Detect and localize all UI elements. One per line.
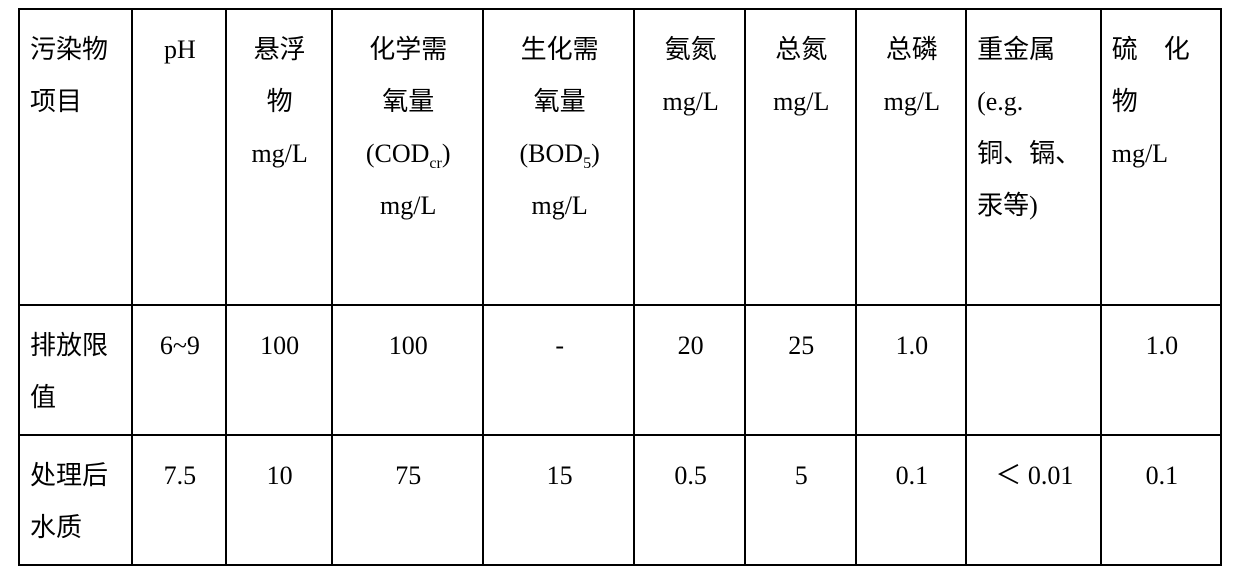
cell-value: 7.5 <box>132 435 226 565</box>
header-text: mg/L <box>756 76 847 128</box>
header-text: 生化需 <box>494 24 625 76</box>
cell-value: 25 <box>745 305 856 435</box>
cell-value: 1.0 <box>1101 305 1221 435</box>
header-sulfide: 硫 化 物 mg/L <box>1101 9 1221 305</box>
cell-value <box>966 305 1101 435</box>
cell-value: 100 <box>226 305 332 435</box>
header-text: mg/L <box>343 180 474 232</box>
header-text: pH <box>143 24 217 76</box>
header-ammonia-nitrogen: 氨氮 mg/L <box>634 9 745 305</box>
cell-value: 0.1 <box>856 435 967 565</box>
header-text: 污染物 <box>30 24 123 76</box>
header-text: 汞等) <box>977 180 1092 232</box>
header-text: (CODcr) <box>343 128 474 180</box>
header-text: mg/L <box>237 128 323 180</box>
cell-value: 1.0 <box>856 305 967 435</box>
header-text: mg/L <box>645 76 736 128</box>
header-heavy-metals: 重金属 (e.g. 铜、镉、 汞等) <box>966 9 1101 305</box>
cell-text: 值 <box>30 372 123 424</box>
cell-value: 0.1 <box>1101 435 1221 565</box>
header-text: mg/L <box>494 180 625 232</box>
header-text: 铜、镉、 <box>977 128 1092 180</box>
header-text: 总磷 <box>867 24 958 76</box>
cell-value: 15 <box>483 435 634 565</box>
row-label: 处理后 水质 <box>19 435 132 565</box>
header-cod: 化学需 氧量 (CODcr) mg/L <box>332 9 483 305</box>
cell-value: 100 <box>332 305 483 435</box>
header-text: mg/L <box>867 76 958 128</box>
header-text: 重金属 <box>977 24 1092 76</box>
header-pollutant-item: 污染物 项目 <box>19 9 132 305</box>
header-text: (e.g. <box>977 76 1092 128</box>
header-text: 项目 <box>30 76 123 128</box>
header-text: 氨氮 <box>645 24 736 76</box>
cell-value: 20 <box>634 305 745 435</box>
cell-value: ＜ 0.01 <box>966 435 1101 565</box>
header-text: (BOD5) <box>494 128 625 180</box>
table-header-row: 污染物 项目 pH 悬浮 物 mg/L 化学需 氧量 (CODcr) mg/L … <box>19 9 1221 305</box>
header-text: 总氮 <box>756 24 847 76</box>
cell-text: 水质 <box>30 502 123 554</box>
cell-value: 10 <box>226 435 332 565</box>
cell-value: 0.5 <box>634 435 745 565</box>
header-text: 悬浮 <box>237 24 323 76</box>
cell-text: 排放限 <box>30 320 123 372</box>
header-total-phosphorus: 总磷 mg/L <box>856 9 967 305</box>
header-text: 硫 化 <box>1112 24 1212 76</box>
header-text: 物 <box>237 76 323 128</box>
cell-text: 处理后 <box>30 450 123 502</box>
header-text: 氧量 <box>343 76 474 128</box>
cell-value: 6~9 <box>132 305 226 435</box>
cell-value: 5 <box>745 435 856 565</box>
header-text: 化学需 <box>343 24 474 76</box>
cell-value: - <box>483 305 634 435</box>
table-row: 处理后 水质 7.5 10 75 15 0.5 5 0.1 ＜ 0.01 0.1 <box>19 435 1221 565</box>
header-text: 物 <box>1112 76 1212 128</box>
header-suspended-solids: 悬浮 物 mg/L <box>226 9 332 305</box>
cell-value: 75 <box>332 435 483 565</box>
pollutant-table: 污染物 项目 pH 悬浮 物 mg/L 化学需 氧量 (CODcr) mg/L … <box>18 8 1222 566</box>
header-total-nitrogen: 总氮 mg/L <box>745 9 856 305</box>
table-row: 排放限 值 6~9 100 100 - 20 25 1.0 1.0 <box>19 305 1221 435</box>
page: 污染物 项目 pH 悬浮 物 mg/L 化学需 氧量 (CODcr) mg/L … <box>0 0 1240 511</box>
header-ph: pH <box>132 9 226 305</box>
header-text: mg/L <box>1112 128 1212 180</box>
header-bod: 生化需 氧量 (BOD5) mg/L <box>483 9 634 305</box>
header-text: 氧量 <box>494 76 625 128</box>
row-label: 排放限 值 <box>19 305 132 435</box>
